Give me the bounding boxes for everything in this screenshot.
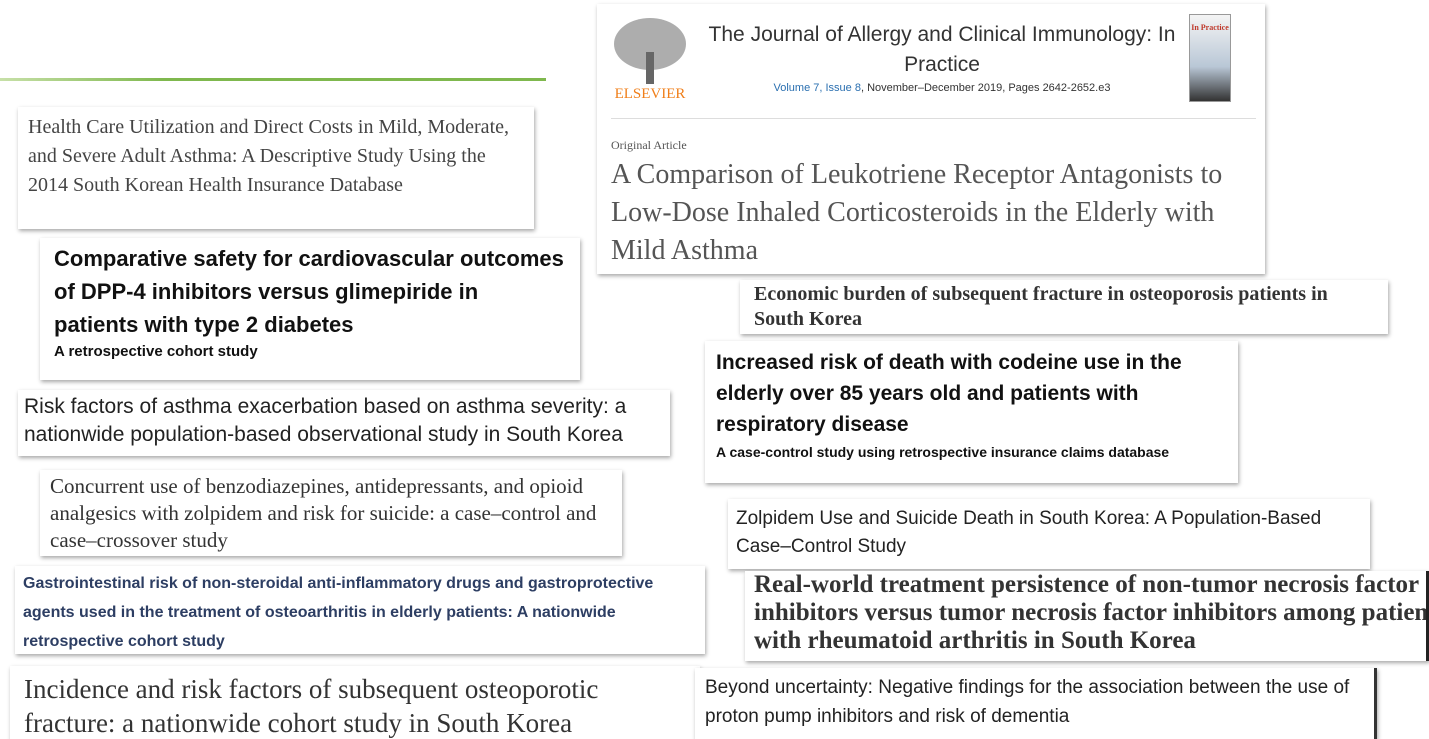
title: Economic burden of subsequent fracture i…	[754, 283, 1328, 330]
cover-image: In Practice	[1189, 14, 1231, 102]
title: Risk factors of asthma exacerbation base…	[24, 395, 627, 446]
card: Zolpidem Use and Suicide Death in South …	[728, 499, 1370, 569]
cover-label: In Practice	[1191, 23, 1229, 32]
card: Comparative safety for cardiovascular ou…	[40, 238, 580, 380]
article-type: Original Article	[611, 138, 687, 152]
article-title: A Comparison of Leukotriene Receptor Ant…	[611, 159, 1223, 266]
title: Beyond uncertainty: Negative findings fo…	[705, 677, 1350, 727]
card: Beyond uncertainty: Negative findings fo…	[695, 668, 1377, 739]
publisher-logo: ELSEVIER	[614, 18, 686, 102]
card: Risk factors of asthma exacerbation base…	[18, 390, 670, 456]
journal-title: The Journal of Allergy and Clinical Immu…	[708, 23, 1176, 76]
issue-info: Volume 7, Issue 8, November–December 201…	[697, 82, 1187, 94]
title: Comparative safety for cardiovascular ou…	[54, 246, 564, 337]
card: Concurrent use of benzodiazepines, antid…	[40, 470, 622, 556]
card: Real-world treatment persistence of non-…	[745, 571, 1429, 661]
card: Health Care Utilization and Direct Costs…	[18, 107, 534, 229]
title: Health Care Utilization and Direct Costs…	[28, 116, 509, 196]
subtitle: A case-control study using retrospective…	[716, 444, 1170, 460]
title: Gastrointestinal risk of non-steroidal a…	[23, 575, 654, 650]
details: , November–December 2019, Pages 2642-265…	[860, 82, 1111, 94]
title: Zolpidem Use and Suicide Death in South …	[736, 508, 1322, 557]
card: Economic burden of subsequent fracture i…	[740, 280, 1388, 334]
accent-line	[0, 78, 546, 81]
divider	[611, 118, 1256, 119]
title: Concurrent use of benzodiazepines, antid…	[50, 474, 597, 552]
title: Incidence and risk factors of subsequent…	[24, 674, 599, 738]
subtitle: A retrospective cohort study	[54, 343, 258, 360]
journal-card: ELSEVIER The Journal of Allergy and Clin…	[597, 4, 1265, 274]
publisher: ELSEVIER	[615, 86, 686, 102]
title: Real-world treatment persistence of non-…	[754, 571, 1429, 654]
volume-link[interactable]: Volume 7, Issue 8	[773, 82, 861, 94]
title: Increased risk of death with codeine use…	[716, 351, 1182, 436]
card: Incidence and risk factors of subsequent…	[10, 666, 700, 739]
card: Gastrointestinal risk of non-steroidal a…	[15, 566, 705, 654]
card: Increased risk of death with codeine use…	[705, 341, 1238, 483]
